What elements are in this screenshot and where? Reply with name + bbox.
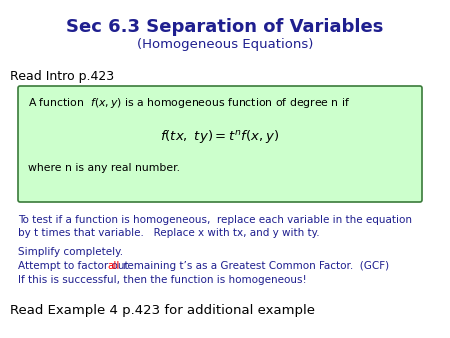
FancyBboxPatch shape <box>18 86 422 202</box>
Text: If this is successful, then the function is homogeneous!: If this is successful, then the function… <box>18 275 307 285</box>
Text: where n is any real number.: where n is any real number. <box>28 163 180 173</box>
Text: Attempt to factor out: Attempt to factor out <box>18 261 132 271</box>
Text: remaining t’s as a Greatest Common Factor.  (GCF): remaining t’s as a Greatest Common Facto… <box>120 261 389 271</box>
Text: all: all <box>107 261 119 271</box>
Text: Read Example 4 p.423 for additional example: Read Example 4 p.423 for additional exam… <box>10 304 315 317</box>
Text: Sec 6.3 Separation of Variables: Sec 6.3 Separation of Variables <box>66 18 384 36</box>
Text: $f(tx, \ ty)  =  t^n f(x, y)$: $f(tx, \ ty) = t^n f(x, y)$ <box>161 128 279 145</box>
Text: Simplify completely.: Simplify completely. <box>18 247 123 257</box>
Text: To test if a function is homogeneous,  replace each variable in the equation
by : To test if a function is homogeneous, re… <box>18 215 412 238</box>
Text: Read Intro p.423: Read Intro p.423 <box>10 70 114 83</box>
Text: A function  $f(x, y)$ is a homogeneous function of degree n if: A function $f(x, y)$ is a homogeneous fu… <box>28 96 351 110</box>
Text: (Homogeneous Equations): (Homogeneous Equations) <box>137 38 313 51</box>
